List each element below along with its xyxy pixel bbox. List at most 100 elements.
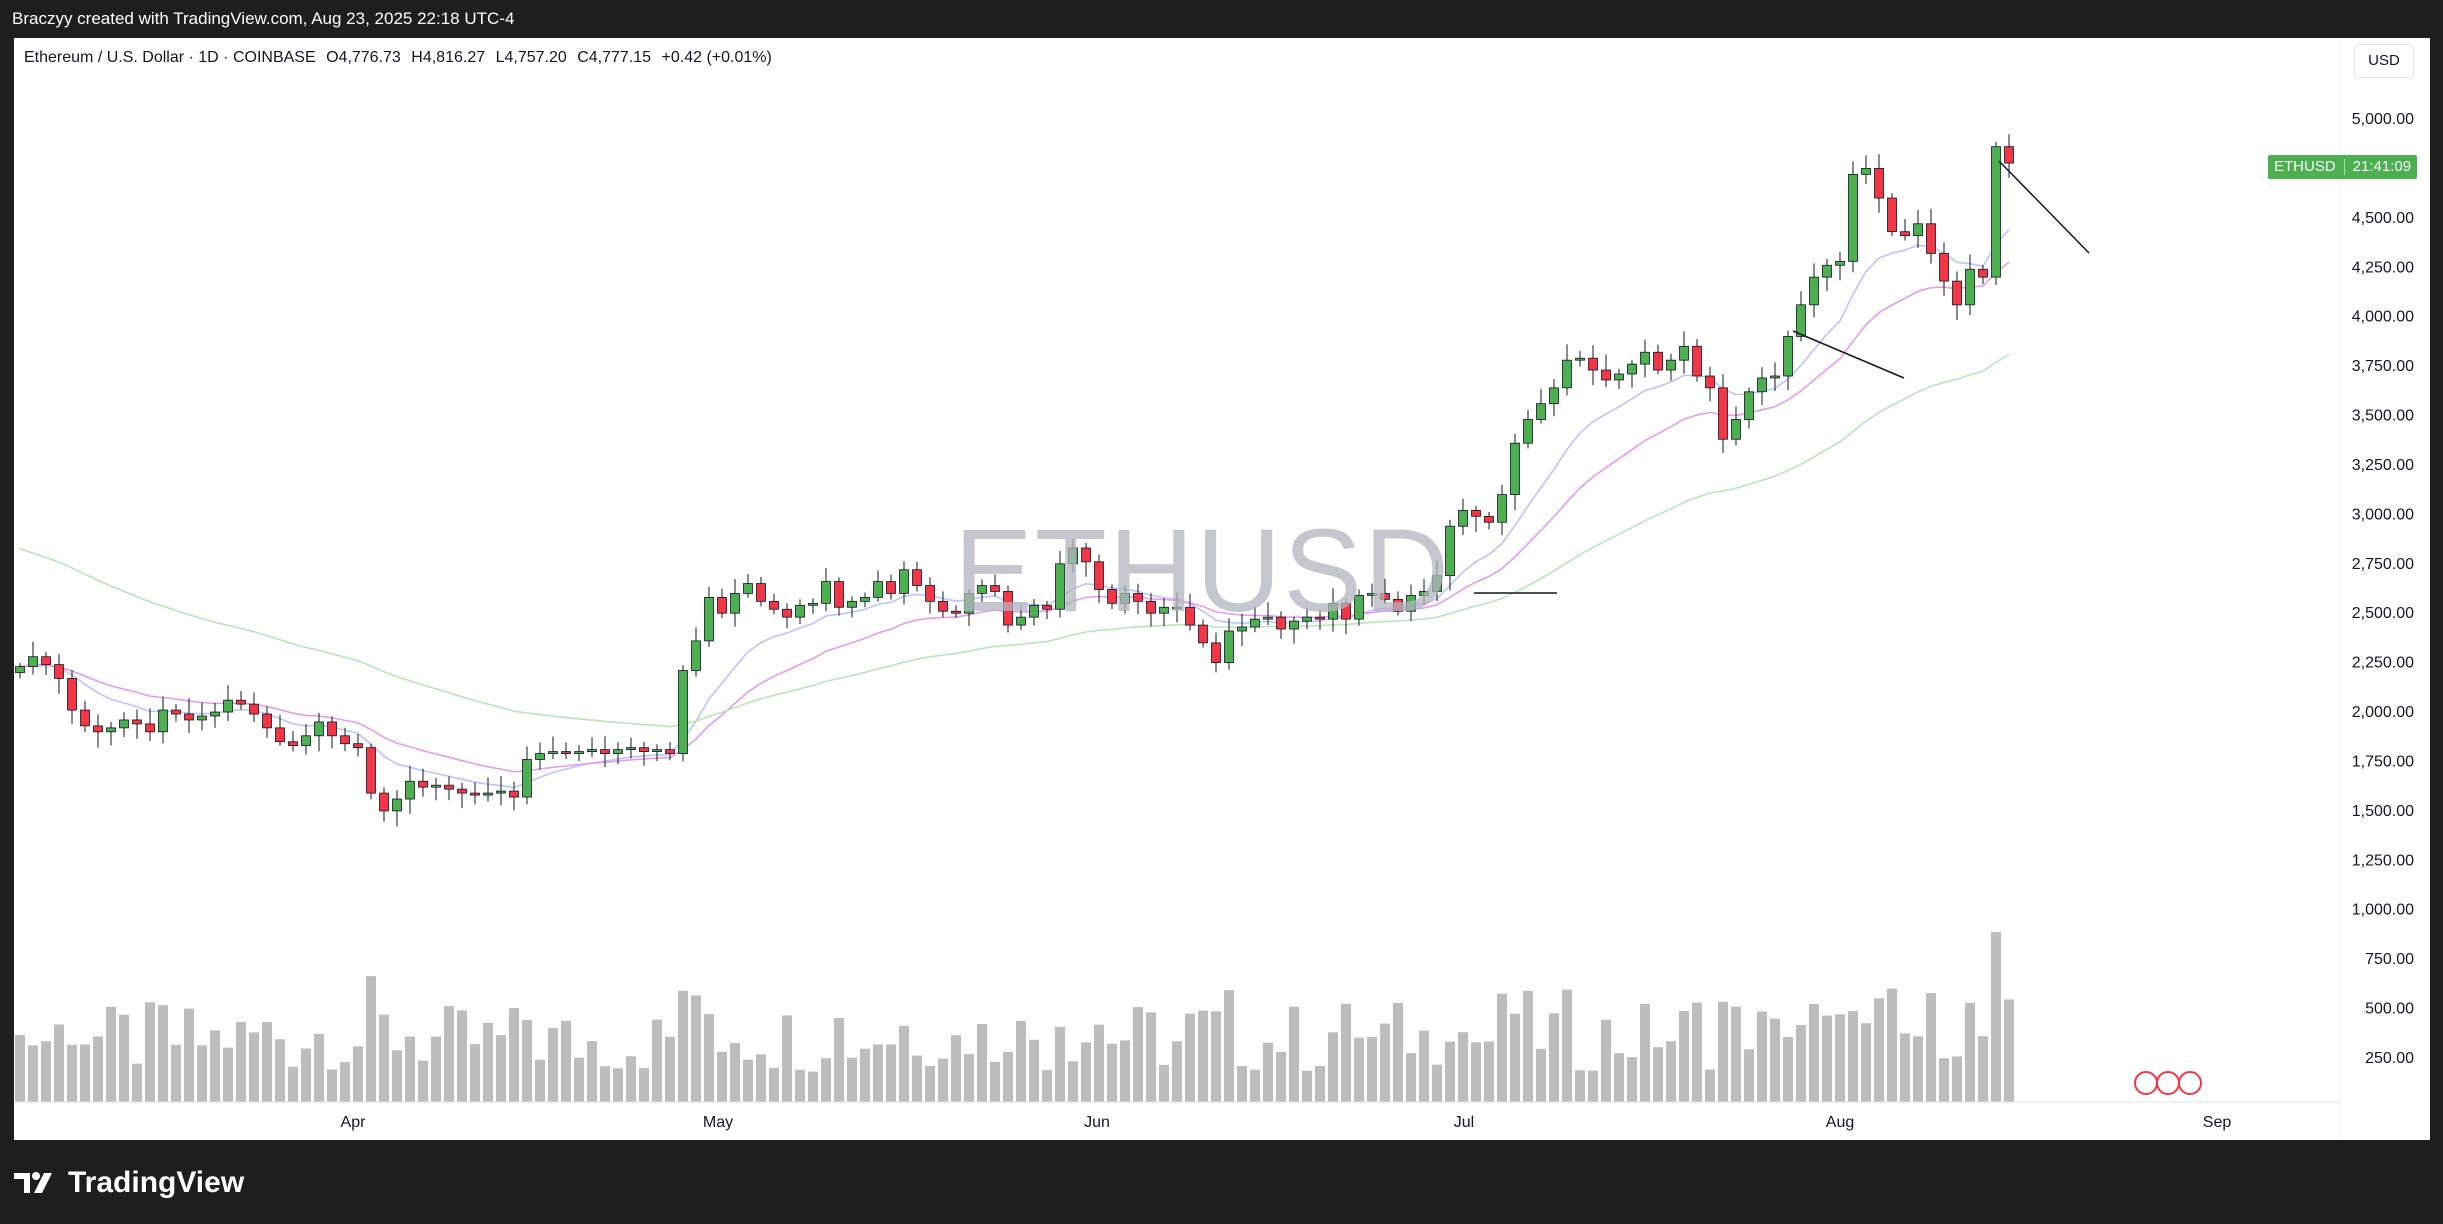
candle-body: [431, 784, 441, 788]
candle-body: [1536, 403, 1546, 420]
volume-bar: [1107, 1043, 1117, 1102]
volume-bar: [366, 976, 376, 1102]
price-tick-label: 2,250.00: [2352, 655, 2414, 672]
candle-body: [327, 721, 337, 737]
volume-bar: [1640, 1003, 1650, 1102]
volume-bar: [145, 1002, 155, 1102]
candle-body: [1146, 600, 1156, 614]
candle-body: [1913, 223, 1923, 237]
candle-body: [1354, 595, 1364, 620]
candle-body: [54, 664, 64, 679]
candle-body: [938, 600, 948, 612]
volume-bar: [67, 1044, 77, 1102]
candle-body: [457, 788, 467, 794]
ohlc-legend[interactable]: Ethereum / U.S. Dollar · 1D · COINBASE O…: [24, 49, 778, 67]
volume-bar: [1562, 989, 1572, 1102]
volume-bar: [288, 1066, 298, 1102]
economic-events-icons[interactable]: [2134, 1071, 2202, 1095]
chart-panel[interactable]: 5,000.004,750.004,500.004,250.004,000.00…: [14, 38, 2430, 1140]
volume-bar: [1250, 1069, 1260, 1102]
candle-body: [1770, 375, 1780, 379]
volume-bar: [1705, 1069, 1715, 1102]
snapshot-caption-bar: Braczyy created with TradingView.com, Au…: [0, 0, 2443, 38]
candle-body: [444, 784, 454, 790]
volume-bar: [249, 1032, 259, 1102]
candle-body: [496, 790, 506, 794]
candle-body: [41, 656, 51, 666]
price-tick-label: 4,000.00: [2352, 309, 2414, 326]
price-tick-label: 4,250.00: [2352, 259, 2414, 276]
volume-bar: [1939, 1058, 1949, 1102]
brand-logo[interactable]: TradingView: [14, 1166, 244, 1200]
candle-body: [691, 640, 701, 671]
candle-body: [405, 780, 415, 800]
price-chart[interactable]: 5,000.004,750.004,500.004,250.004,000.00…: [14, 38, 2430, 1140]
volume-bar: [262, 1021, 272, 1102]
candle-body: [1978, 268, 1988, 278]
candle-body: [379, 792, 389, 812]
volume-bar: [1666, 1041, 1676, 1102]
volume-bar: [1653, 1047, 1663, 1102]
volume-bar: [691, 995, 701, 1102]
volume-bar: [158, 1005, 168, 1102]
candle-body: [925, 585, 935, 602]
snapshot-caption: Braczyy created with TradingView.com, Au…: [12, 9, 515, 28]
trendline: [1792, 330, 1905, 379]
volume-bar: [1406, 1053, 1416, 1102]
close-value: C4,777.15: [577, 49, 652, 66]
volume-bar: [1133, 1007, 1143, 1102]
volume-bar: [1458, 1032, 1468, 1102]
candle-body: [1419, 591, 1429, 596]
volume-bar: [1913, 1036, 1923, 1102]
candle-body: [1263, 616, 1273, 620]
candle-body: [1731, 419, 1741, 440]
volume-bar: [1952, 1056, 1962, 1102]
volume-bar: [548, 1028, 558, 1102]
symbol-description[interactable]: Ethereum / U.S. Dollar · 1D · COINBASE: [24, 49, 316, 66]
volume-bar: [80, 1044, 90, 1102]
symbol-watermark: ETHUSD: [954, 505, 1452, 637]
brand-name: TradingView: [68, 1166, 245, 1199]
volume-bar: [418, 1060, 428, 1102]
candle-body: [600, 749, 610, 754]
volume-bar: [1003, 1052, 1013, 1102]
ema-line: [19, 261, 2010, 773]
volume-bar: [1120, 1040, 1130, 1102]
price-tick-label: 3,000.00: [2352, 506, 2414, 523]
candle-body: [93, 725, 103, 733]
candle-body: [548, 751, 558, 754]
volume-bar: [873, 1044, 883, 1102]
volume-bar: [483, 1022, 493, 1102]
candle-body: [1666, 359, 1676, 371]
candle-body: [223, 699, 233, 713]
volume-bar: [1744, 1049, 1754, 1102]
volume-bars: [15, 932, 2014, 1102]
volume-bar: [652, 1019, 662, 1102]
volume-bar: [1627, 1057, 1637, 1102]
candle-body: [1042, 604, 1052, 610]
volume-bar: [444, 1006, 454, 1102]
volume-bar: [1211, 1011, 1221, 1102]
candle-body: [990, 585, 1000, 592]
volume-bar: [1926, 993, 1936, 1102]
candlesticks: [15, 134, 2014, 827]
candle-body: [1198, 624, 1208, 644]
volume-bar: [275, 1039, 285, 1102]
volume-bar: [2004, 999, 2014, 1102]
candle-body: [1094, 561, 1104, 590]
candle-body: [535, 753, 545, 760]
candle-body: [808, 602, 818, 606]
volume-bar: [1302, 1070, 1312, 1102]
volume-bar: [1198, 1010, 1208, 1102]
candle-body: [1575, 357, 1585, 361]
volume-bar: [353, 1046, 363, 1102]
volume-bar: [1081, 1042, 1091, 1102]
time-axis[interactable]: Apr May Jun Jul Aug Sep: [14, 38, 2341, 1140]
volume-bar: [457, 1010, 467, 1102]
volume-bar: [1887, 988, 1897, 1102]
candle-body: [1341, 602, 1351, 620]
currency-button[interactable]: USD: [2354, 44, 2414, 78]
price-axis[interactable]: 5,000.004,750.004,500.004,250.004,000.00…: [2352, 111, 2414, 1067]
volume-bar: [756, 1054, 766, 1102]
candle-body: [2004, 146, 2014, 164]
